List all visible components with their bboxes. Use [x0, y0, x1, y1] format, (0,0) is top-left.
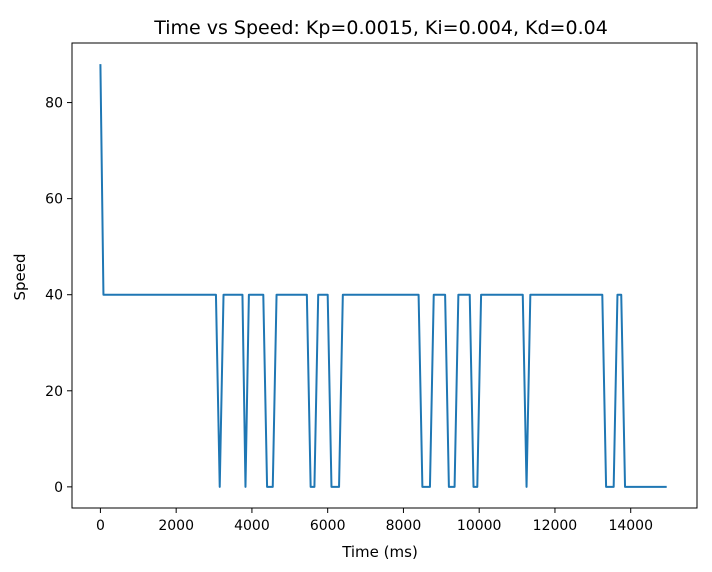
x-tick-label: 6000 [310, 518, 346, 534]
y-axis-label: Speed [11, 253, 29, 300]
plot-area [99, 64, 667, 488]
chart-title: Time vs Speed: Kp=0.0015, Ki=0.004, Kd=0… [153, 17, 608, 39]
x-tick-label: 12000 [533, 518, 578, 534]
x-axis-ticks: 0 2000 4000 6000 8000 10000 12000 14000 [96, 508, 653, 534]
x-tick-label: 0 [96, 518, 105, 534]
x-tick-label: 8000 [386, 518, 422, 534]
x-tick-label: 4000 [234, 518, 270, 534]
y-tick-label: 60 [45, 192, 63, 208]
series-line [99, 64, 667, 488]
x-tick-label: 2000 [158, 518, 194, 534]
y-axis-ticks: 0 20 40 60 80 [45, 96, 72, 496]
y-tick-label: 80 [45, 96, 63, 112]
axes-frame [71, 42, 698, 509]
x-tick-label: 14000 [608, 518, 653, 534]
y-tick-label: 0 [54, 480, 63, 496]
y-tick-label: 20 [45, 384, 63, 400]
y-tick-label: 40 [45, 288, 63, 304]
x-tick-label: 10000 [457, 518, 502, 534]
x-axis-label: Time (ms) [341, 543, 418, 561]
